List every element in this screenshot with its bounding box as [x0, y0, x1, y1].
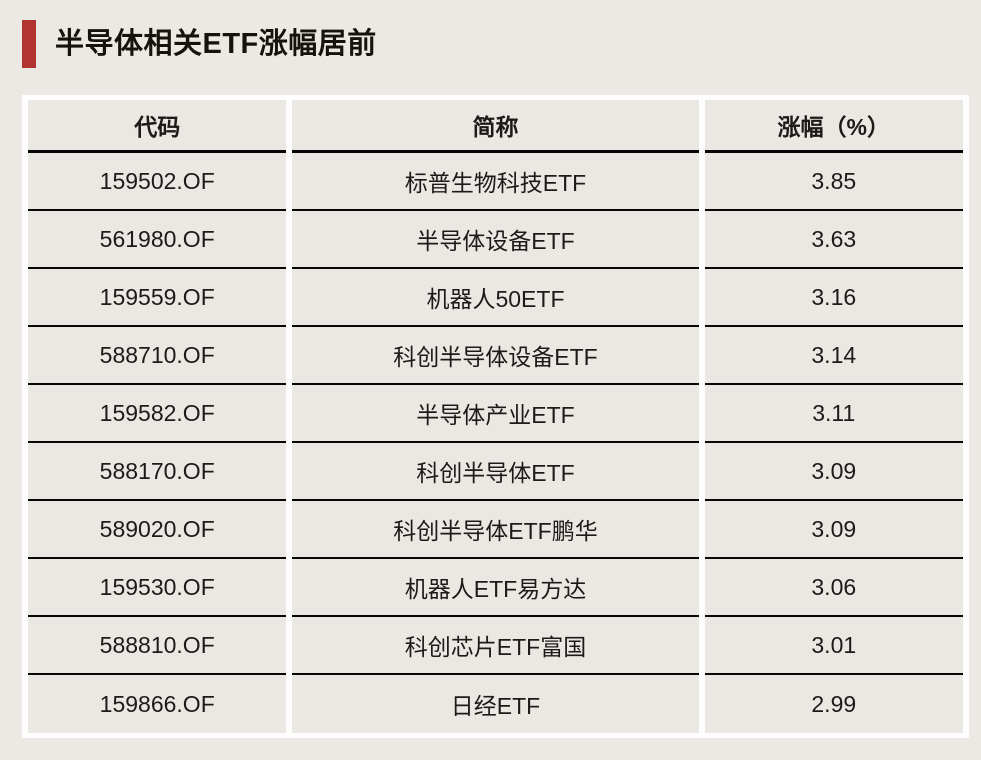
- cell-code: 159559.OF: [28, 269, 287, 327]
- table-body: 159502.OF 标普生物科技ETF 3.85 561980.OF 半导体设备…: [28, 153, 963, 733]
- cell-change: 3.14: [704, 327, 963, 385]
- cell-code: 588170.OF: [28, 443, 287, 501]
- cell-change: 3.16: [704, 269, 963, 327]
- cell-name: 科创半导体ETF鹏华: [292, 501, 699, 559]
- cell-change: 3.09: [704, 501, 963, 559]
- header-row: 代码 简称 涨幅（%）: [28, 100, 963, 153]
- cell-code: 588710.OF: [28, 327, 287, 385]
- cell-name: 机器人50ETF: [292, 269, 699, 327]
- table-row: 159502.OF 标普生物科技ETF 3.85: [28, 153, 963, 211]
- cell-change: 3.06: [704, 559, 963, 617]
- cell-change: 3.63: [704, 211, 963, 269]
- etf-table-container: 代码 简称 涨幅（%） 159502.OF 标普生物科技ETF 3.85 561…: [22, 95, 969, 738]
- cell-name: 标普生物科技ETF: [292, 153, 699, 211]
- page-title: 半导体相关ETF涨幅居前: [55, 28, 377, 60]
- cell-code: 159502.OF: [28, 153, 287, 211]
- cell-name: 半导体产业ETF: [292, 385, 699, 443]
- cell-change: 3.85: [704, 153, 963, 211]
- cell-code: 159866.OF: [28, 675, 287, 733]
- table-row: 561980.OF 半导体设备ETF 3.63: [28, 211, 963, 269]
- cell-change: 2.99: [704, 675, 963, 733]
- cell-name: 科创芯片ETF富国: [292, 617, 699, 675]
- cell-name: 机器人ETF易方达: [292, 559, 699, 617]
- cell-code: 159530.OF: [28, 559, 287, 617]
- cell-name: 科创半导体设备ETF: [292, 327, 699, 385]
- cell-name: 日经ETF: [292, 675, 699, 733]
- cell-change: 3.01: [704, 617, 963, 675]
- etf-table: 代码 简称 涨幅（%） 159502.OF 标普生物科技ETF 3.85 561…: [22, 100, 969, 733]
- header-change: 涨幅（%）: [704, 100, 963, 153]
- table-row: 159559.OF 机器人50ETF 3.16: [28, 269, 963, 327]
- page-header: 半导体相关ETF涨幅居前: [0, 0, 981, 68]
- cell-change: 3.09: [704, 443, 963, 501]
- cell-code: 561980.OF: [28, 211, 287, 269]
- table-row: 159530.OF 机器人ETF易方达 3.06: [28, 559, 963, 617]
- table-row: 588810.OF 科创芯片ETF富国 3.01: [28, 617, 963, 675]
- cell-name: 半导体设备ETF: [292, 211, 699, 269]
- title-accent-bar: [22, 20, 36, 68]
- cell-code: 588810.OF: [28, 617, 287, 675]
- header-name: 简称: [292, 100, 699, 153]
- table-row: 589020.OF 科创半导体ETF鹏华 3.09: [28, 501, 963, 559]
- table-row: 588710.OF 科创半导体设备ETF 3.14: [28, 327, 963, 385]
- header-code: 代码: [28, 100, 287, 153]
- cell-code: 589020.OF: [28, 501, 287, 559]
- table-row: 159582.OF 半导体产业ETF 3.11: [28, 385, 963, 443]
- table-header: 代码 简称 涨幅（%）: [28, 100, 963, 153]
- cell-code: 159582.OF: [28, 385, 287, 443]
- cell-change: 3.11: [704, 385, 963, 443]
- table-row: 159866.OF 日经ETF 2.99: [28, 675, 963, 733]
- cell-name: 科创半导体ETF: [292, 443, 699, 501]
- table-row: 588170.OF 科创半导体ETF 3.09: [28, 443, 963, 501]
